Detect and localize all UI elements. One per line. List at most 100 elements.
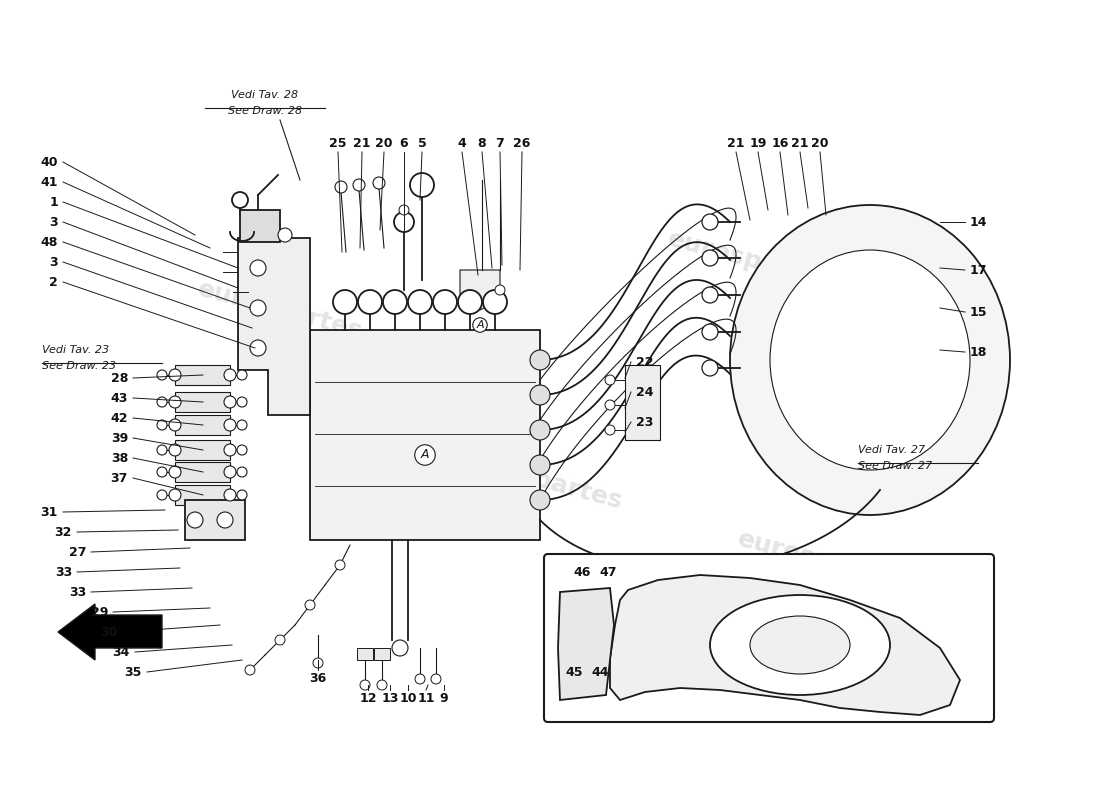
Text: A: A [476, 320, 484, 330]
Text: 29: 29 [90, 606, 108, 618]
Circle shape [605, 425, 615, 435]
Circle shape [702, 214, 718, 230]
Text: Vedi Tav. 23: Vedi Tav. 23 [42, 345, 109, 355]
Text: 3: 3 [50, 255, 58, 269]
Circle shape [433, 290, 456, 314]
Text: 5: 5 [418, 137, 427, 150]
Circle shape [169, 466, 182, 478]
Text: 12: 12 [360, 692, 376, 705]
Bar [358, 648, 373, 660]
Bar [175, 485, 230, 505]
Circle shape [169, 419, 182, 431]
Circle shape [169, 369, 182, 381]
Circle shape [530, 490, 550, 510]
Text: 10: 10 [399, 692, 417, 705]
Polygon shape [238, 238, 310, 415]
Text: 40: 40 [41, 155, 58, 169]
Text: 3: 3 [50, 215, 58, 229]
Bar [310, 330, 540, 540]
Circle shape [399, 205, 409, 215]
Text: 37: 37 [111, 471, 128, 485]
Text: 9: 9 [440, 692, 449, 705]
Circle shape [224, 489, 236, 501]
Circle shape [278, 228, 292, 242]
Circle shape [275, 635, 285, 645]
Circle shape [236, 397, 248, 407]
Text: 44: 44 [592, 666, 608, 678]
Text: 7: 7 [496, 137, 505, 150]
Text: 48: 48 [41, 235, 58, 249]
Text: 45: 45 [565, 666, 583, 678]
Circle shape [236, 420, 248, 430]
Text: See Draw. 28: See Draw. 28 [228, 106, 302, 116]
Circle shape [305, 600, 315, 610]
Text: eurospartes: eurospartes [195, 276, 365, 344]
Circle shape [563, 678, 578, 692]
Text: 46: 46 [573, 566, 591, 578]
Text: 26: 26 [514, 137, 530, 150]
Circle shape [236, 445, 248, 455]
Circle shape [336, 181, 346, 193]
Text: A: A [420, 449, 429, 462]
Text: 36: 36 [309, 672, 327, 685]
Text: Vedi Tav. 28: Vedi Tav. 28 [231, 90, 298, 100]
Text: 21: 21 [791, 137, 808, 150]
Circle shape [169, 444, 182, 456]
Circle shape [605, 400, 615, 410]
Polygon shape [58, 604, 162, 660]
Text: 43: 43 [111, 391, 128, 405]
Text: 1: 1 [50, 195, 58, 209]
Circle shape [410, 173, 435, 197]
Text: 47: 47 [600, 566, 617, 578]
Circle shape [530, 350, 550, 370]
Text: 16: 16 [771, 137, 789, 150]
Bar [175, 415, 230, 435]
Polygon shape [460, 270, 500, 310]
Circle shape [236, 490, 248, 500]
Text: 22: 22 [636, 355, 653, 369]
Polygon shape [610, 575, 960, 715]
Text: 21: 21 [353, 137, 371, 150]
Bar [175, 440, 230, 460]
Text: 28: 28 [111, 371, 128, 385]
Circle shape [224, 396, 236, 408]
Bar [625, 365, 660, 440]
Circle shape [157, 370, 167, 380]
Circle shape [333, 290, 358, 314]
Circle shape [431, 674, 441, 684]
Bar [175, 462, 230, 482]
Text: 20: 20 [812, 137, 828, 150]
Text: eurospartes: eurospartes [454, 446, 625, 514]
Circle shape [373, 177, 385, 189]
Circle shape [495, 285, 505, 295]
Text: 38: 38 [111, 451, 128, 465]
Circle shape [702, 324, 718, 340]
Circle shape [483, 290, 507, 314]
Circle shape [458, 290, 482, 314]
Circle shape [236, 370, 248, 380]
Text: See Draw. 23: See Draw. 23 [42, 361, 117, 371]
Circle shape [530, 420, 550, 440]
Text: 39: 39 [111, 431, 128, 445]
Text: 6: 6 [399, 137, 408, 150]
Circle shape [169, 489, 182, 501]
Circle shape [702, 250, 718, 266]
Ellipse shape [710, 595, 890, 695]
Circle shape [563, 598, 578, 612]
Text: 30: 30 [100, 626, 118, 638]
Text: 20: 20 [375, 137, 393, 150]
Circle shape [245, 665, 255, 675]
Text: 17: 17 [970, 263, 988, 277]
Text: 4: 4 [458, 137, 466, 150]
Text: 41: 41 [41, 175, 58, 189]
Text: 19: 19 [749, 137, 767, 150]
Text: eurospartes: eurospartes [735, 526, 905, 594]
Circle shape [224, 419, 236, 431]
Bar [374, 648, 390, 660]
Text: 2: 2 [50, 275, 58, 289]
Circle shape [250, 340, 266, 356]
Ellipse shape [750, 616, 850, 674]
Circle shape [224, 369, 236, 381]
Bar [175, 392, 230, 412]
Circle shape [605, 375, 615, 385]
